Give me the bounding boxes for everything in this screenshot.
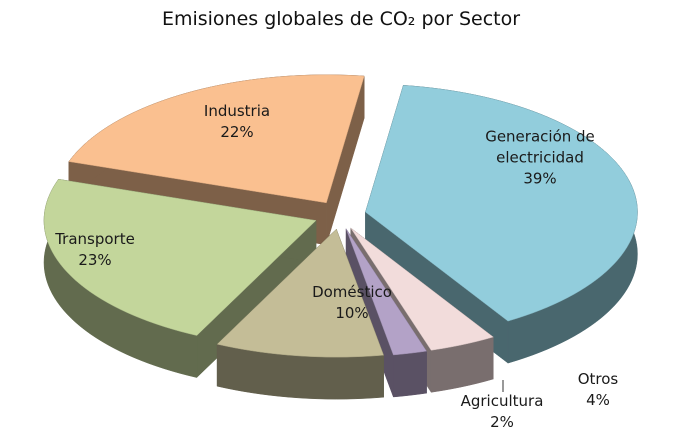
slice-label: Agricultura 2% bbox=[461, 391, 544, 432]
value-label: 22% bbox=[220, 123, 254, 141]
value-label: 23% bbox=[78, 251, 112, 269]
slice-side bbox=[393, 350, 427, 398]
slice bbox=[350, 227, 494, 351]
slice bbox=[345, 228, 427, 356]
slice bbox=[43, 178, 317, 336]
category-label: Doméstico bbox=[312, 283, 392, 301]
slice-label: Transporte 23% bbox=[55, 229, 135, 271]
slice bbox=[216, 228, 384, 358]
category-label: Otros bbox=[577, 370, 619, 388]
slice bbox=[68, 74, 365, 204]
category-label: Generación de electricidad bbox=[485, 127, 595, 167]
slice-label: Generación de electricidad 39% bbox=[465, 127, 615, 190]
value-label: 39% bbox=[523, 169, 557, 188]
slice-label: Otros 4% bbox=[578, 369, 619, 411]
value-label: 4% bbox=[586, 391, 610, 409]
category-label: Agricultura bbox=[460, 392, 544, 410]
slice bbox=[365, 85, 638, 322]
value-label: 2% bbox=[490, 413, 514, 431]
slice-label: Doméstico 10% bbox=[312, 282, 392, 324]
category-label: Transporte bbox=[55, 230, 135, 248]
value-label: 10% bbox=[335, 304, 369, 322]
slice-label: Industria 22% bbox=[204, 101, 270, 143]
chart-title: Emisiones globales de CO₂ por Sector bbox=[161, 8, 521, 30]
category-label: Industria bbox=[203, 102, 271, 120]
